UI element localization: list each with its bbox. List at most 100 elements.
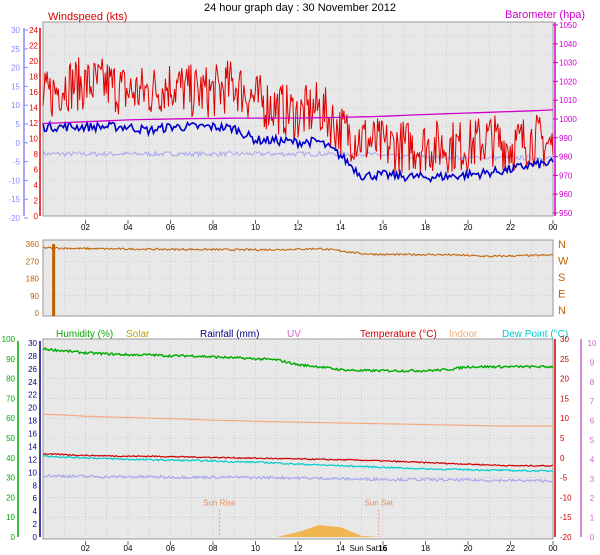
wind-x-label: 16 <box>379 223 388 232</box>
humidity-tick-label: 90 <box>6 355 15 364</box>
barometer-tick-label: 1020 <box>559 77 577 86</box>
wind-plot-area <box>42 21 554 217</box>
direction-tick-label: 180 <box>26 275 40 284</box>
wind-x-label: 14 <box>336 223 345 232</box>
barometer-tick-label: 1050 <box>559 21 577 30</box>
wind-inner-tick-label: 10 <box>29 135 38 144</box>
temperature-x-label: 02 <box>81 544 90 553</box>
wind-x-label: 22 <box>506 223 515 232</box>
temperature-legend-item: Temperature (°C) <box>360 329 437 340</box>
temperature-tick-label: 0 <box>560 454 565 463</box>
humidity-tick-label: 70 <box>6 394 15 403</box>
wind-inner-tick-label: 22 <box>29 42 38 51</box>
rainfall-tick-label: 30 <box>28 339 37 348</box>
temperature-legend-item: Solar <box>126 329 150 340</box>
wind-inner-tick-label: 14 <box>29 104 38 113</box>
temperature-legend-item: Rainfall (mm) <box>200 329 259 340</box>
temperature-series-line <box>42 413 553 427</box>
wind-inner-tick-label: 18 <box>29 73 38 82</box>
temperature-series: Sun Rise Sun Set Sun Sat16 <box>42 346 554 553</box>
temperature-legend-item: Dew Point (°C) <box>502 329 568 340</box>
direction-tick-label: 0 <box>35 309 40 318</box>
temperature-x-label: 00 <box>549 544 558 553</box>
temperature-tick-label: -15 <box>560 513 572 522</box>
compass-label: N <box>558 239 566 251</box>
wind-inner-tick-label: 6 <box>34 166 39 175</box>
wind-outer-tick-label: -10 <box>8 176 20 185</box>
wind-outer-tick-label: 5 <box>16 120 21 129</box>
rainfall-tick-label: 18 <box>28 417 37 426</box>
uv-tick-label: 10 <box>588 339 597 348</box>
rainfall-tick-label: 10 <box>28 468 37 477</box>
uv-tick-label: 3 <box>590 475 595 484</box>
temperature-x-label: 14 <box>336 544 345 553</box>
wind-x-label: 12 <box>294 223 303 232</box>
uv-tick-label: 7 <box>590 397 595 406</box>
uv-tick-label: 6 <box>590 417 595 426</box>
barometer-tick-label: 990 <box>559 134 573 143</box>
temperature-x-label: 16 <box>379 544 388 553</box>
rainfall-tick-label: 0 <box>33 533 38 542</box>
temperature-x-label: 08 <box>209 544 218 553</box>
temperature-legend: Humidity (%) Solar Rainfall (mm) UV Temperat… <box>56 329 568 340</box>
uv-tick-label: 5 <box>590 436 595 445</box>
barometer-tick-label: 1040 <box>559 40 577 49</box>
wind-x-label: 04 <box>124 223 133 232</box>
direction-tick-label: 360 <box>26 240 40 249</box>
windspeed-average-line <box>42 120 554 184</box>
wind-outer-tick-label: -15 <box>8 195 20 204</box>
wind-outer-tick-label: 15 <box>11 82 20 91</box>
rainfall-tick-label: 6 <box>33 494 38 503</box>
humidity-tick-label: 100 <box>2 335 16 344</box>
barometer-tick-label: 1000 <box>559 115 577 124</box>
humidity-tick-label: 0 <box>11 533 16 542</box>
wind-series <box>42 57 554 184</box>
temperature-x-label: 20 <box>464 544 473 553</box>
wind-x-label: 02 <box>81 223 90 232</box>
rainfall-tick-label: 2 <box>33 520 38 529</box>
temperature-tick-label: 10 <box>560 414 569 423</box>
uv-tick-label: 0 <box>590 533 595 542</box>
temperature-x-label: 06 <box>166 544 175 553</box>
wind-inner-tick-label: 4 <box>34 181 39 190</box>
wind-inner-tick-label: 0 <box>34 212 39 221</box>
temperature-legend-item: Humidity (%) <box>56 329 113 340</box>
wind-x-label: 20 <box>464 223 473 232</box>
humidity-tick-label: 80 <box>6 375 15 384</box>
wind-inner-tick-label: 2 <box>34 197 39 206</box>
temperature-x-label: 22 <box>506 544 515 553</box>
uv-tick-label: 9 <box>590 358 595 367</box>
direction-line <box>42 246 554 258</box>
wind-x-label: 06 <box>166 223 175 232</box>
uv-tick-label: 2 <box>590 494 595 503</box>
wind-inner-tick-label: 24 <box>29 26 38 35</box>
compass-label: N <box>558 305 566 317</box>
temperature-tick-label: 5 <box>560 434 565 443</box>
humidity-tick-label: 30 <box>6 474 15 483</box>
wind-outer-tick-label: -5 <box>13 158 21 167</box>
temperature-series-line <box>42 473 554 483</box>
barometer-tick-label: 980 <box>559 153 573 162</box>
temperature-x-label: 12 <box>294 544 303 553</box>
temperature-x-label: 18 <box>421 544 430 553</box>
barometer-tick-label: 970 <box>559 171 573 180</box>
wind-x-label: 10 <box>251 223 260 232</box>
barometer-tick-label: 960 <box>559 190 573 199</box>
wind-outer-tick-label: 0 <box>16 139 21 148</box>
temperature-legend-item: Indoor <box>449 329 478 340</box>
direction-series <box>42 244 554 316</box>
wind-x-label: 00 <box>549 223 558 232</box>
rainfall-tick-label: 14 <box>28 442 37 451</box>
barometer-line <box>42 109 554 125</box>
rainfall-tick-label: 8 <box>33 481 38 490</box>
rainfall-tick-label: 4 <box>33 507 38 516</box>
wind-outer-tick-label: 20 <box>11 64 20 73</box>
rainfall-tick-label: 12 <box>28 455 37 464</box>
rainfall-tick-label: 26 <box>28 365 37 374</box>
direction-gridlines <box>43 240 553 316</box>
wind-outer-tick-label: 30 <box>11 26 20 35</box>
wind-light-line <box>42 150 554 162</box>
uv-tick-label: 1 <box>590 514 595 523</box>
wind-inner-tick-label: 20 <box>29 57 38 66</box>
